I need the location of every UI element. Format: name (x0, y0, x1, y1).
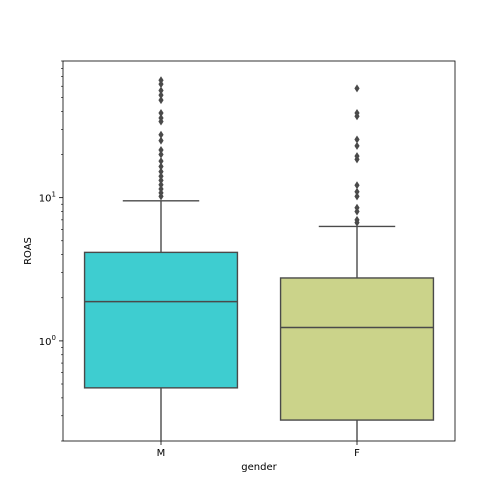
y-tick-label: 101 (39, 191, 56, 205)
y-axis-label: ROAS (23, 237, 34, 265)
box-m (83, 251, 239, 389)
outlier-point (158, 167, 164, 176)
outlier-point (354, 109, 360, 118)
outlier-point (158, 130, 164, 139)
outlier-point (158, 162, 164, 171)
x-tick-label: M (157, 448, 166, 459)
outlier-point (158, 109, 164, 118)
outlier-point (354, 192, 360, 201)
outlier-point (158, 176, 164, 185)
outlier-point (158, 76, 164, 85)
outlier-point (354, 181, 360, 190)
outlier-point (158, 180, 164, 189)
outlier-point (158, 146, 164, 155)
x-axis-label: gender (241, 462, 277, 473)
outlier-point (158, 86, 164, 95)
outlier-point (354, 203, 360, 212)
y-tick-label: 100 (39, 334, 56, 348)
box-f (279, 277, 435, 421)
outlier-point (354, 187, 360, 196)
plot-area-frame (62, 60, 456, 442)
outlier-point (158, 91, 164, 100)
outlier-point (158, 150, 164, 159)
outlier-point (158, 96, 164, 105)
chart-marks (83, 76, 435, 441)
outlier-point (158, 157, 164, 166)
outlier-point (354, 135, 360, 144)
x-tick-label: F (354, 448, 360, 459)
outlier-point (354, 152, 360, 161)
axis-ticks: M F 100 101 (39, 60, 360, 459)
outlier-point (354, 84, 360, 93)
outlier-point (354, 215, 360, 224)
outlier-point (158, 113, 164, 122)
outlier-point (158, 136, 164, 145)
outlier-point (158, 172, 164, 181)
outlier-point (158, 184, 164, 193)
outlier-point (354, 141, 360, 150)
